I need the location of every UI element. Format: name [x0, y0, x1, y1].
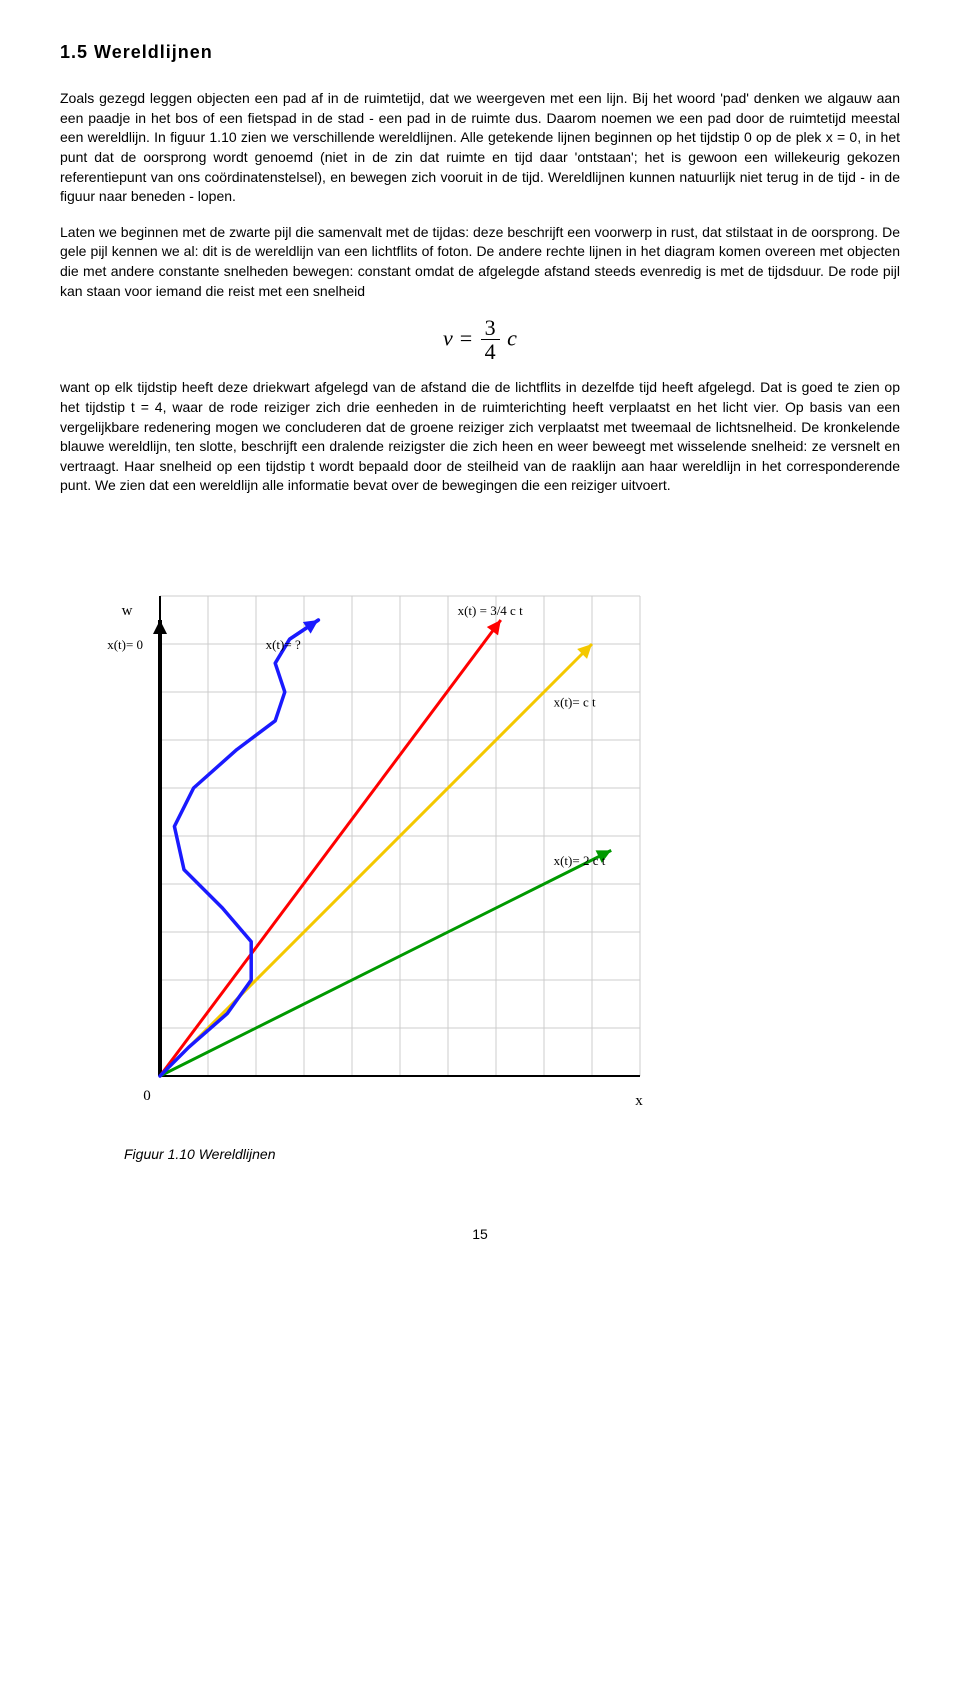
paragraph-2: Laten we beginnen met de zwarte pijl die… [60, 223, 900, 301]
paragraph-3: want op elk tijdstip heeft deze driekwar… [60, 378, 900, 496]
fraction-num: 3 [481, 317, 500, 340]
fraction-den: 4 [481, 340, 500, 364]
fraction: 3 4 [481, 317, 500, 364]
svg-text:x(t)= c t: x(t)= c t [554, 694, 596, 709]
figure: w x 0 x(t)= 0 x(t)= ? x(t) = 3/4 c t x(t)= c t… [100, 566, 900, 1165]
formula: v = 3 4 c [60, 317, 900, 364]
svg-text:x(t)= ?: x(t)= ? [266, 637, 301, 652]
svg-text:x: x [635, 1093, 643, 1109]
formula-rhs: c [507, 326, 517, 351]
svg-text:x(t)= 2 c t: x(t)= 2 c t [554, 853, 606, 868]
equals: = [458, 326, 478, 351]
figure-caption: Figuur 1.10 Wereldlijnen [124, 1145, 900, 1165]
worldlines-chart: w x 0 x(t)= 0 x(t)= ? x(t) = 3/4 c t x(t)= c t… [100, 566, 660, 1126]
page-number: 15 [60, 1225, 900, 1245]
svg-text:x(t) = 3/4 c t: x(t) = 3/4 c t [458, 603, 523, 618]
paragraph-1: Zoals gezegd leggen objecten een pad af … [60, 89, 900, 207]
section-heading: 1.5 Wereldlijnen [60, 40, 900, 65]
svg-text:w: w [122, 603, 133, 619]
formula-lhs: v [443, 326, 453, 351]
svg-text:0: 0 [143, 1088, 151, 1104]
svg-text:x(t)= 0: x(t)= 0 [107, 637, 143, 652]
